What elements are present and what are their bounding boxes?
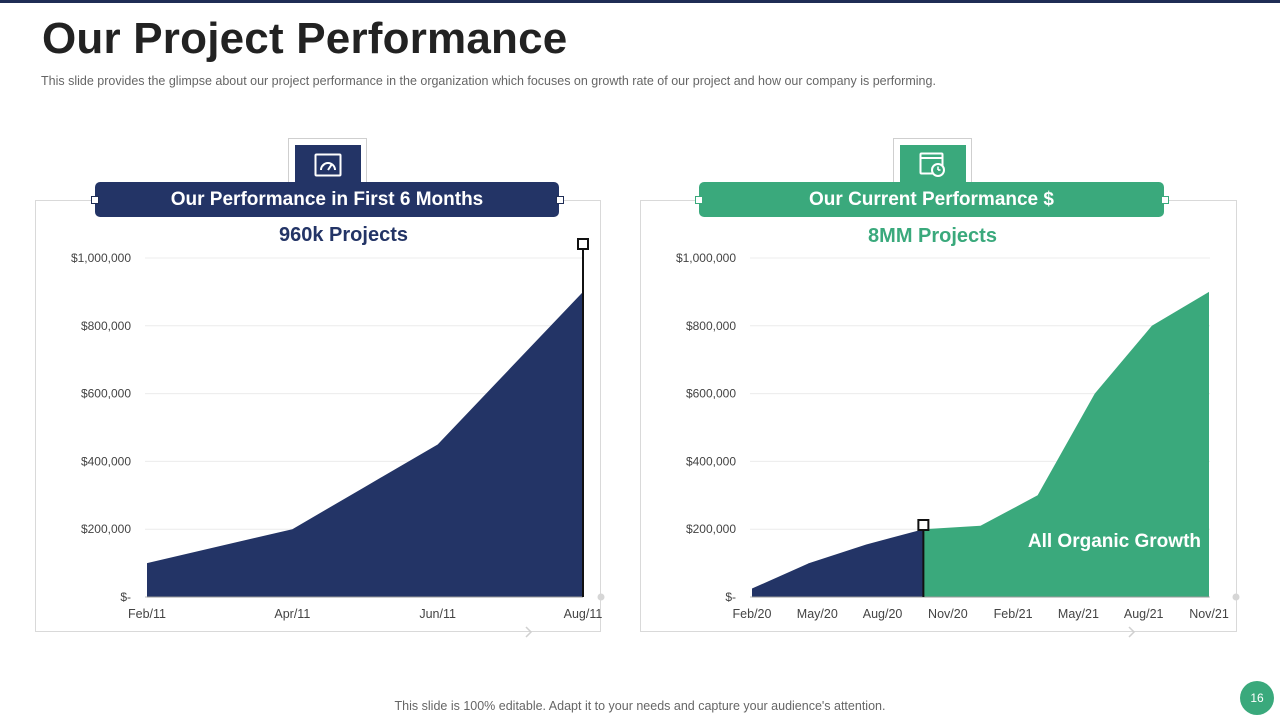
right-banner: Our Current Performance $ [699, 182, 1164, 217]
right-icon-box [900, 145, 966, 185]
left-banner-handle-left [91, 196, 99, 204]
chart0-ytick-label: $1,000,000 [71, 251, 131, 265]
chart1-xtick-label: May/20 [797, 607, 838, 621]
chart0-ytick-label: $- [120, 590, 131, 604]
chart0-end-dot [597, 593, 605, 601]
chart0-chevron-icon [525, 626, 533, 638]
chart0-ytick-label: $400,000 [81, 454, 131, 468]
chart1-xtick-label: Aug/20 [863, 607, 903, 621]
speedometer-icon [314, 153, 342, 177]
chart0-xtick-label: Jun/11 [419, 607, 456, 621]
chart1-ytick-label: $- [725, 590, 736, 604]
chart1-xtick-label: May/21 [1058, 607, 1099, 621]
chart1-xtick-label: Aug/21 [1124, 607, 1164, 621]
page-title: Our Project Performance [42, 14, 568, 63]
chart1-ytick-label: $400,000 [686, 454, 736, 468]
right-banner-handle-right [1161, 196, 1169, 204]
chart0-marker-square [577, 238, 589, 250]
left-banner: Our Performance in First 6 Months [95, 182, 559, 217]
chart1-area-earlier [752, 529, 924, 597]
chart0-xtick-label: Apr/11 [274, 607, 310, 621]
left-icon-box [295, 145, 361, 185]
chart0-ytick-label: $600,000 [81, 387, 131, 401]
chart1-xtick-label: Nov/20 [928, 607, 968, 621]
right-headline: 8MM Projects [868, 225, 997, 247]
stopwatch-icon [919, 152, 945, 177]
chart1-ytick-label: $800,000 [686, 319, 736, 333]
chart1-chevron-icon [1128, 626, 1136, 638]
chart1-ytick-label: $600,000 [686, 387, 736, 401]
chart0-area-performance [147, 291, 583, 597]
chart1-xtick-label: Nov/21 [1189, 607, 1229, 621]
chart1-xtick-label: Feb/20 [733, 607, 772, 621]
chart1-annotation: All Organic Growth [1028, 531, 1201, 552]
left-banner-handle-right [556, 196, 564, 204]
left-icon-frame [288, 138, 367, 185]
page-number-badge: 16 [1240, 681, 1274, 715]
page-subtitle: This slide provides the glimpse about ou… [41, 74, 936, 88]
chart1-ytick-label: $1,000,000 [676, 251, 736, 265]
chart1-area-all-organic-growth [923, 291, 1209, 597]
chart1-marker-square [917, 519, 930, 531]
top-accent-bar [0, 0, 1280, 3]
chart1-end-dot [1232, 593, 1240, 601]
chart1-xtick-label: Feb/21 [994, 607, 1033, 621]
chart0-ytick-label: $800,000 [81, 319, 131, 333]
chart0-ytick-label: $200,000 [81, 522, 131, 536]
chart0-xtick-label: Feb/11 [128, 607, 166, 621]
chart0-xtick-label: Aug/11 [564, 607, 603, 621]
footer-note: This slide is 100% editable. Adapt it to… [394, 699, 886, 713]
left-headline: 960k Projects [279, 224, 408, 246]
chart1-ytick-label: $200,000 [686, 522, 736, 536]
right-banner-handle-left [695, 196, 703, 204]
